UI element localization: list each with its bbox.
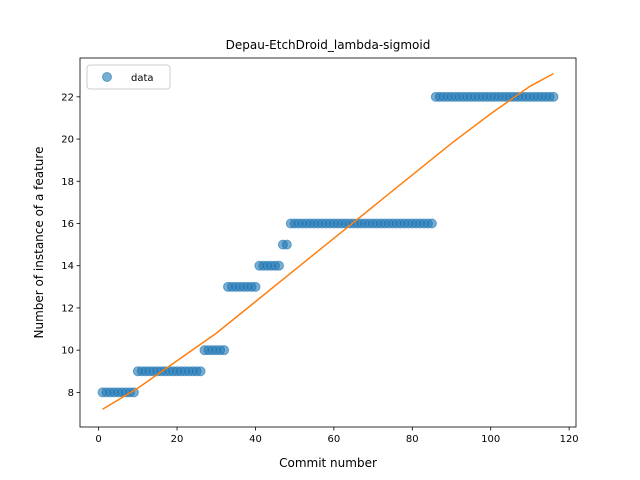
data-point <box>426 218 437 229</box>
data-point <box>195 366 206 377</box>
y-axis-title: Number of instance of a feature <box>32 147 46 339</box>
fit-line <box>102 72 554 410</box>
y-tick-label: 14 <box>61 261 74 272</box>
chart-title: Depau-EtchDroid_lambda-sigmoid <box>226 38 431 52</box>
x-tick-label: 60 <box>328 434 341 445</box>
y-tick-label: 10 <box>61 346 74 357</box>
data-point <box>273 260 284 271</box>
y-tick-label: 16 <box>61 219 74 230</box>
x-tick-label: 100 <box>481 434 500 445</box>
y-tick-label: 22 <box>61 92 74 103</box>
y-tick-label: 12 <box>61 303 74 314</box>
data-point <box>281 239 292 250</box>
x-axis-title: Commit number <box>279 456 377 470</box>
y-tick-label: 8 <box>68 388 74 399</box>
legend-box <box>86 64 171 90</box>
x-tick-label: 120 <box>560 434 579 445</box>
x-tick-label: 80 <box>406 434 419 445</box>
data-point <box>548 91 559 102</box>
y-axis: 8 10 12 14 16 18 20 22 <box>61 92 80 399</box>
legend-marker-data <box>102 72 112 82</box>
x-tick-label: 40 <box>249 434 262 445</box>
data-point <box>219 345 230 356</box>
x-tick-label: 20 <box>171 434 184 445</box>
plot-frame <box>79 57 577 428</box>
legend-label-data: data <box>131 73 154 84</box>
y-tick-label: 18 <box>61 177 74 188</box>
data-point <box>250 281 261 292</box>
x-axis: 0 20 40 60 80 100 120 <box>95 427 579 445</box>
legend: data <box>86 64 171 90</box>
plot-area <box>79 57 577 428</box>
y-tick-label: 20 <box>61 135 74 146</box>
x-tick-label: 0 <box>95 434 101 445</box>
